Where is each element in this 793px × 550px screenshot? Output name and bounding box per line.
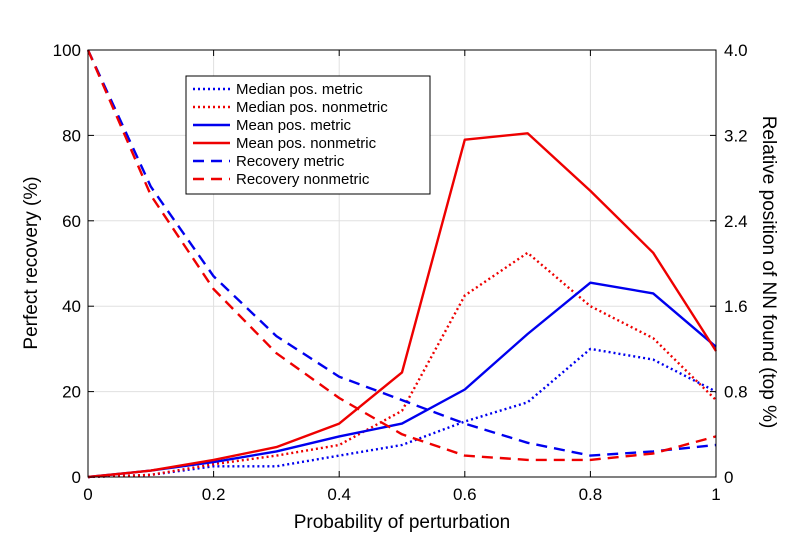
series-line-mean-pos-metric <box>87 281 717 479</box>
legend-label: Recovery metric <box>236 153 345 170</box>
legend-label: Recovery nonmetric <box>236 171 370 188</box>
x-tick-label: 1 <box>711 485 720 504</box>
y-tick-label-right: 1.6 <box>724 297 748 316</box>
series-line-median-pos-metric <box>87 347 717 479</box>
x-tick-label: 0.8 <box>579 485 603 504</box>
x-tick-label: 0.2 <box>202 485 226 504</box>
y-tick-label-left: 60 <box>62 212 81 231</box>
y-tick-label-left: 0 <box>72 468 81 487</box>
x-tick-label: 0 <box>83 485 92 504</box>
y-tick-label-right: 0 <box>724 468 733 487</box>
series-line-recovery-nonmetric <box>86 49 717 462</box>
series-line-recovery-metric <box>86 49 717 457</box>
plot-frame <box>87 49 717 478</box>
y-tick-label-left: 40 <box>62 297 81 316</box>
y-axis-label-left: Perfect recovery (%) <box>21 176 42 349</box>
legend-label: Median pos. nonmetric <box>236 99 388 116</box>
y-tick-label-right: 4.0 <box>724 41 748 60</box>
series-line-median-pos-nonmetric <box>87 251 717 479</box>
y-tick-label-left: 20 <box>62 383 81 402</box>
legend-label: Mean pos. metric <box>236 117 352 134</box>
x-tick-label: 0.6 <box>453 485 477 504</box>
y-axis-label-right: Relative position of NN found (top %) <box>758 116 779 429</box>
axis-ticks: 0 0.2 0.4 0.6 0.8 102040608010000.81.62.43.24… <box>53 41 748 504</box>
y-tick-label-right: 2.4 <box>724 212 748 231</box>
series-lines <box>86 49 718 479</box>
x-tick-label: 0.4 <box>327 485 351 504</box>
x-axis-label: Probability of perturbation <box>294 512 511 533</box>
y-tick-label-left: 100 <box>53 41 81 60</box>
y-tick-label-right: 0.8 <box>724 383 748 402</box>
y-tick-label-left: 80 <box>62 126 81 145</box>
series-line-mean-pos-nonmetric <box>87 132 718 479</box>
legend-label: Median pos. metric <box>236 81 363 98</box>
legend-box <box>185 75 431 195</box>
legend-label: Mean pos. nonmetric <box>236 135 377 152</box>
y-tick-label-right: 3.2 <box>724 126 748 145</box>
